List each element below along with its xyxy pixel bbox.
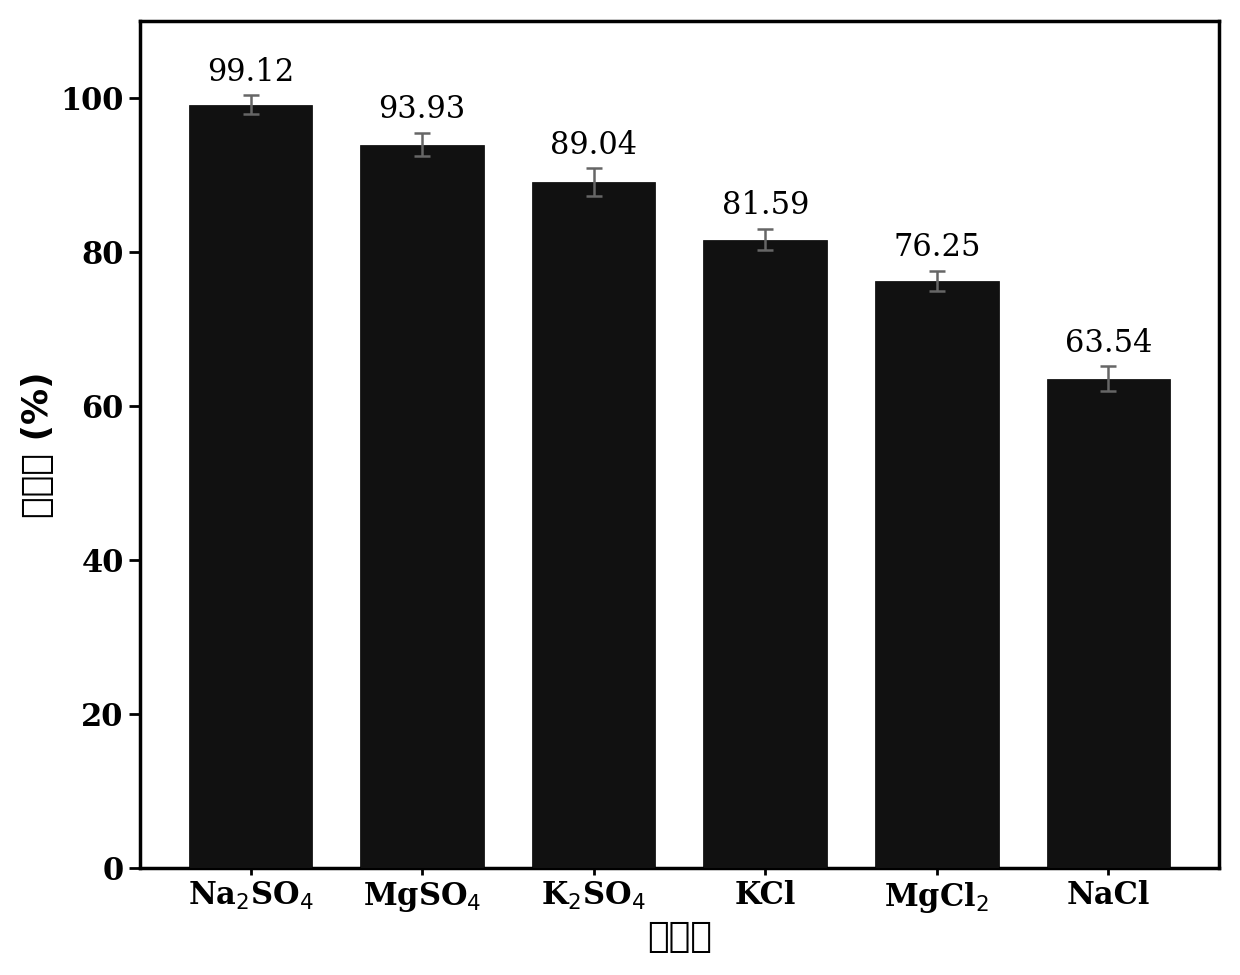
Y-axis label: 截留率 (%): 截留率 (%)	[21, 371, 55, 518]
Text: 99.12: 99.12	[207, 57, 294, 88]
Bar	[1047, 378, 1171, 868]
Text: 76.25: 76.25	[893, 232, 981, 263]
Text: 81.59: 81.59	[722, 190, 808, 221]
Bar	[361, 144, 484, 868]
Bar	[703, 240, 827, 868]
Text: 63.54: 63.54	[1065, 328, 1152, 359]
Bar	[532, 182, 656, 868]
Text: 93.93: 93.93	[378, 95, 466, 126]
Bar	[875, 281, 998, 868]
Text: 89.04: 89.04	[551, 130, 637, 161]
X-axis label: 无机盐: 无机盐	[647, 920, 712, 955]
Bar	[188, 104, 312, 868]
